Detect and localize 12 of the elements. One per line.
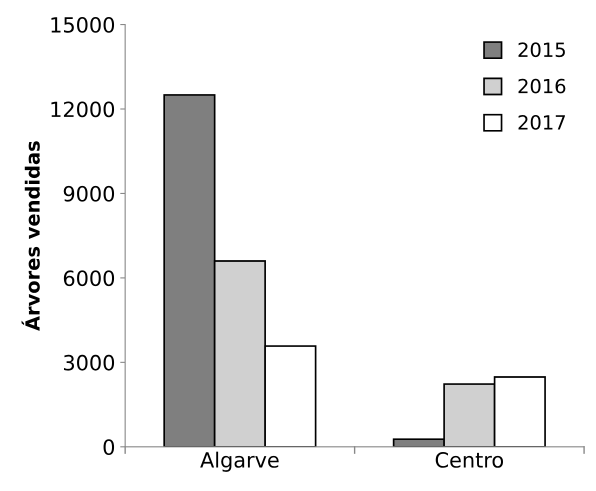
y-axis-title: Árvores vendidas [22,141,40,331]
legend-label: 2015 [518,42,565,58]
x-tick-label: Centro [436,452,503,468]
y-tick-label: 15000 [51,17,114,33]
y-tick-label: 12000 [51,101,114,118]
y-tick-label: 9000 [64,186,114,202]
y-tick-label: 3000 [64,354,114,371]
legend-label: 2016 [518,78,566,94]
y-tick-label: 0 [104,439,114,456]
x-tick-label: Algarve [200,452,279,472]
legend-label: 2017 [518,115,565,130]
y-tick-label: 6000 [64,270,114,286]
